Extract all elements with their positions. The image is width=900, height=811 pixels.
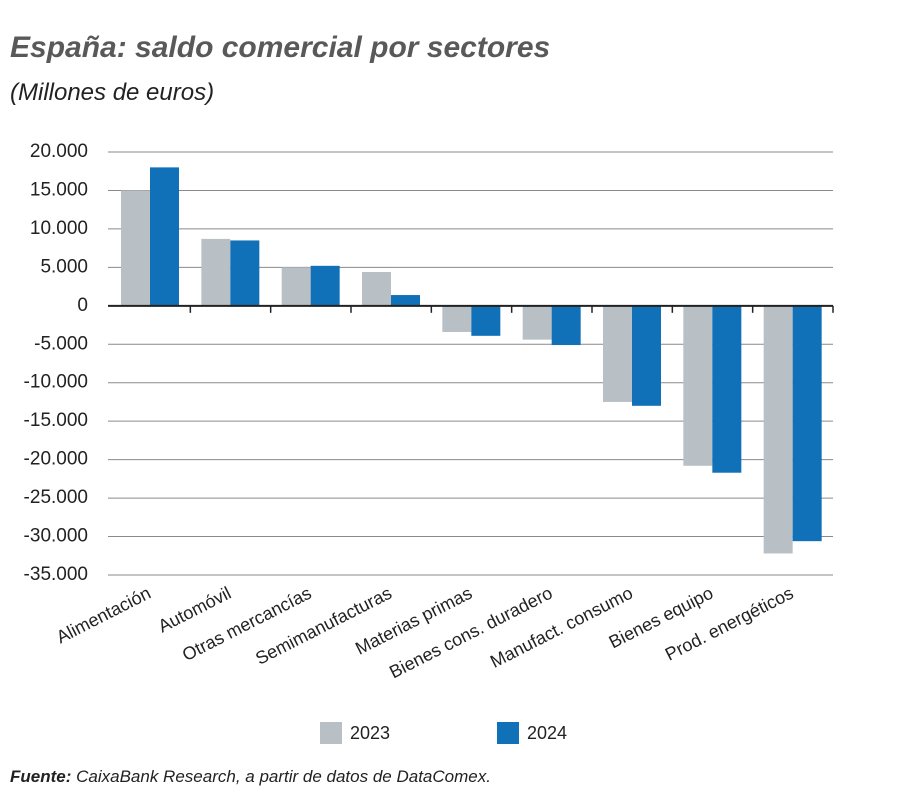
- bar: [121, 190, 150, 306]
- bar: [603, 305, 632, 402]
- bar: [442, 305, 472, 332]
- y-tick-label: -10.000: [24, 372, 88, 393]
- y-tick-label: -35.000: [24, 564, 88, 585]
- x-tick-label: Manufact. consumo: [487, 583, 636, 672]
- bar: [551, 305, 581, 346]
- y-tick-label: -20.000: [24, 449, 88, 470]
- y-tick-label: -30.000: [24, 526, 88, 547]
- legend-swatch: [497, 722, 519, 744]
- chart-title: España: saldo comercial por sectores: [10, 31, 550, 64]
- bar: [230, 240, 260, 306]
- bar: [632, 305, 661, 406]
- legend-label: 2024: [527, 723, 567, 743]
- bar: [683, 305, 713, 466]
- y-tick-label: 20.000: [30, 141, 88, 162]
- bar: [792, 305, 822, 542]
- bar: [522, 305, 552, 340]
- x-tick-label: Alimentación: [53, 583, 154, 648]
- source-label: Fuente:: [10, 767, 71, 786]
- y-tick-label: -25.000: [24, 487, 88, 508]
- bar: [362, 271, 391, 306]
- legend-swatch: [320, 722, 342, 744]
- x-tick-label: Semimanufacturas: [252, 583, 395, 669]
- bar: [201, 238, 231, 306]
- y-tick-label: 0: [77, 295, 88, 316]
- y-tick-label: -5.000: [34, 333, 88, 354]
- y-tick-label: 10.000: [30, 218, 88, 239]
- y-tick-label: -15.000: [24, 410, 88, 431]
- source: Fuente: CaixaBank Research, a partir de …: [10, 767, 491, 786]
- y-tick-label: 5.000: [40, 256, 88, 277]
- source-text: CaixaBank Research, a partir de datos de…: [76, 767, 491, 786]
- legend-label: 2023: [350, 723, 390, 743]
- bar: [763, 305, 793, 554]
- bar: [281, 267, 311, 306]
- bar: [471, 305, 501, 336]
- chart-subtitle: (Millones de euros): [10, 79, 214, 106]
- bar: [712, 305, 742, 473]
- bar: [150, 167, 179, 306]
- bar: [391, 295, 420, 306]
- y-tick-label: 15.000: [30, 179, 88, 200]
- bar: [310, 265, 340, 306]
